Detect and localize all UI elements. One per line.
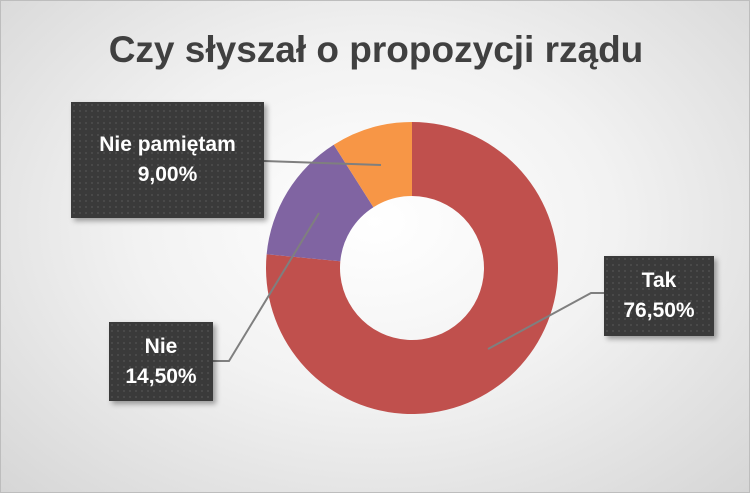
value-label: 76,50% xyxy=(623,299,695,322)
chart-title: Czy słyszał o propozycji rządu xyxy=(108,29,644,70)
data-label-nie: Nie 14,50% xyxy=(109,322,213,401)
leader-line-nie-pamietam xyxy=(263,160,382,166)
value-label: 14,50% xyxy=(125,364,197,388)
data-label-tak: Tak 76,50% xyxy=(604,256,714,336)
slice-tak xyxy=(265,122,558,415)
category-label: Nie xyxy=(144,334,178,358)
value-label: 9,00% xyxy=(137,163,198,186)
data-label-nie-pamietam: Nie pamiętam 9,00% xyxy=(71,102,264,218)
leader-line-nie xyxy=(213,212,320,362)
category-label: Tak xyxy=(641,269,677,292)
slice-nie xyxy=(266,144,374,262)
category-label: Nie pamiętam xyxy=(99,133,236,156)
leader-line-tak xyxy=(487,292,604,350)
